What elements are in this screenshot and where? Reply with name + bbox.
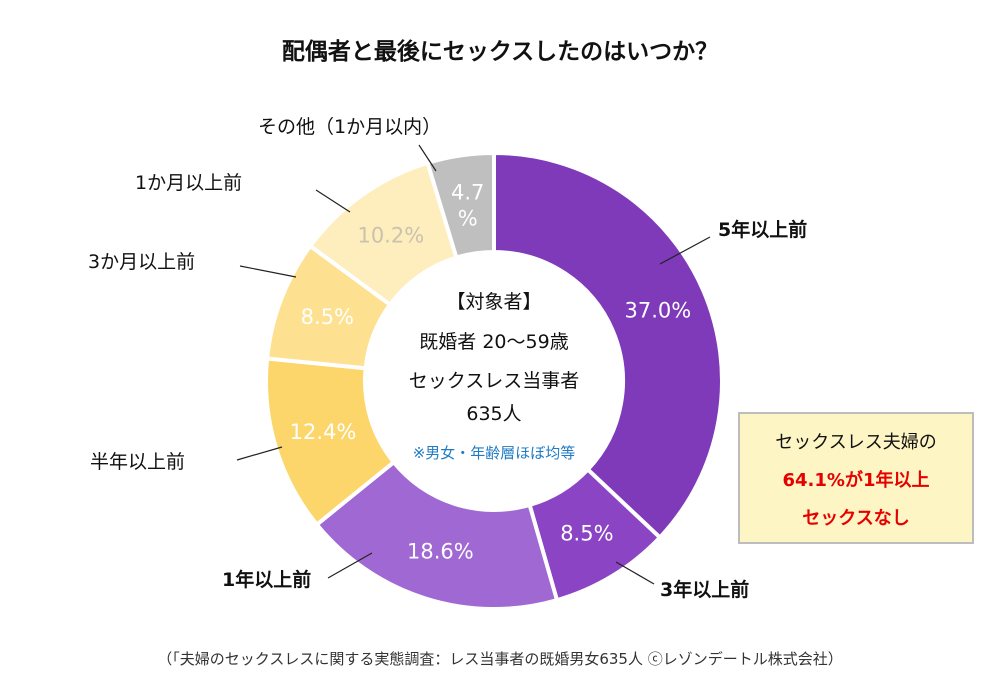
slice-value-label-7: 4.7%	[451, 180, 484, 230]
category-label-3: 1年以上前	[222, 568, 311, 591]
leader-line-6	[315, 189, 351, 213]
category-label-2: 3年以上前	[660, 578, 749, 601]
footnote: （「夫婦のセックスレスに関する実態調査：レス当事者の既婚男女635人 ⓒレゾンデ…	[157, 650, 843, 668]
chart-title: 配偶者と最後にセックスしたのはいつか？	[281, 39, 719, 65]
slice-value-label-3: 18.6%	[407, 539, 474, 563]
leader-line-5	[239, 265, 297, 278]
center-text-line-3: セックスレス当事者	[409, 370, 579, 392]
slice-1	[492, 150, 724, 541]
center-text-line-2: 既婚者 20～59歳	[419, 331, 568, 353]
leader-line-4	[236, 446, 283, 461]
leader-line-1	[659, 236, 711, 265]
category-label-4: 半年以上前	[90, 451, 185, 473]
callout-box: セックスレス夫婦の 64.1%が1年以上 セックスなし	[738, 412, 974, 544]
category-label-6: 1か月以上前	[135, 172, 242, 194]
callout-line-2: 64.1%が1年以上	[782, 470, 930, 491]
category-label-5: 3か月以上前	[88, 251, 195, 273]
center-note: ※男女・年齢層ほぼ均等	[413, 444, 576, 462]
slice-7	[425, 150, 496, 261]
slice-value-label-4: 12.4%	[290, 420, 357, 444]
center-text-line-1: 【対象者】	[446, 291, 541, 313]
category-label-1: 5年以上前	[718, 218, 807, 241]
callout-line-1: セックスレス夫婦の	[775, 432, 937, 453]
callout-line-3: セックスなし	[802, 508, 910, 529]
slice-value-label-5: 8.5%	[301, 305, 354, 329]
leader-line-3	[327, 552, 373, 579]
center-text-line-4: 635人	[466, 403, 521, 425]
slice-value-label-6: 10.2%	[357, 223, 424, 247]
slice-3	[314, 459, 560, 611]
slice-value-label-1: 37.0%	[625, 298, 692, 322]
leader-line-7	[418, 144, 437, 172]
slice-value-label-2: 8.5%	[560, 521, 613, 545]
category-label-7: その他（1か月以内）	[258, 116, 441, 138]
leader-line-2	[615, 561, 655, 585]
